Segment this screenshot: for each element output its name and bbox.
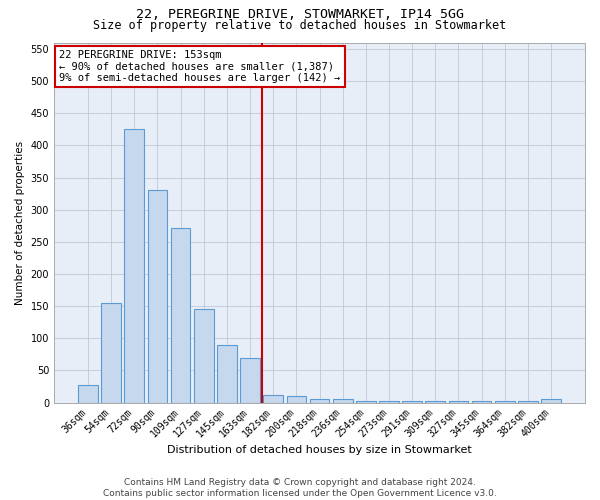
Bar <box>287 396 306 402</box>
Text: Size of property relative to detached houses in Stowmarket: Size of property relative to detached ho… <box>94 19 506 32</box>
Bar <box>356 400 376 402</box>
Bar <box>101 303 121 402</box>
Bar <box>148 190 167 402</box>
Bar <box>78 384 98 402</box>
Bar <box>310 400 329 402</box>
X-axis label: Distribution of detached houses by size in Stowmarket: Distribution of detached houses by size … <box>167 445 472 455</box>
Bar <box>541 400 561 402</box>
Bar <box>333 400 353 402</box>
Bar <box>124 130 144 402</box>
Y-axis label: Number of detached properties: Number of detached properties <box>15 140 25 304</box>
Bar <box>379 400 399 402</box>
Bar <box>240 358 260 403</box>
Bar <box>263 395 283 402</box>
Bar <box>171 228 190 402</box>
Text: Contains HM Land Registry data © Crown copyright and database right 2024.
Contai: Contains HM Land Registry data © Crown c… <box>103 478 497 498</box>
Bar <box>217 344 237 403</box>
Text: 22, PEREGRINE DRIVE, STOWMARKET, IP14 5GG: 22, PEREGRINE DRIVE, STOWMARKET, IP14 5G… <box>136 8 464 22</box>
Bar <box>194 310 214 402</box>
Text: 22 PEREGRINE DRIVE: 153sqm
← 90% of detached houses are smaller (1,387)
9% of se: 22 PEREGRINE DRIVE: 153sqm ← 90% of deta… <box>59 50 341 83</box>
